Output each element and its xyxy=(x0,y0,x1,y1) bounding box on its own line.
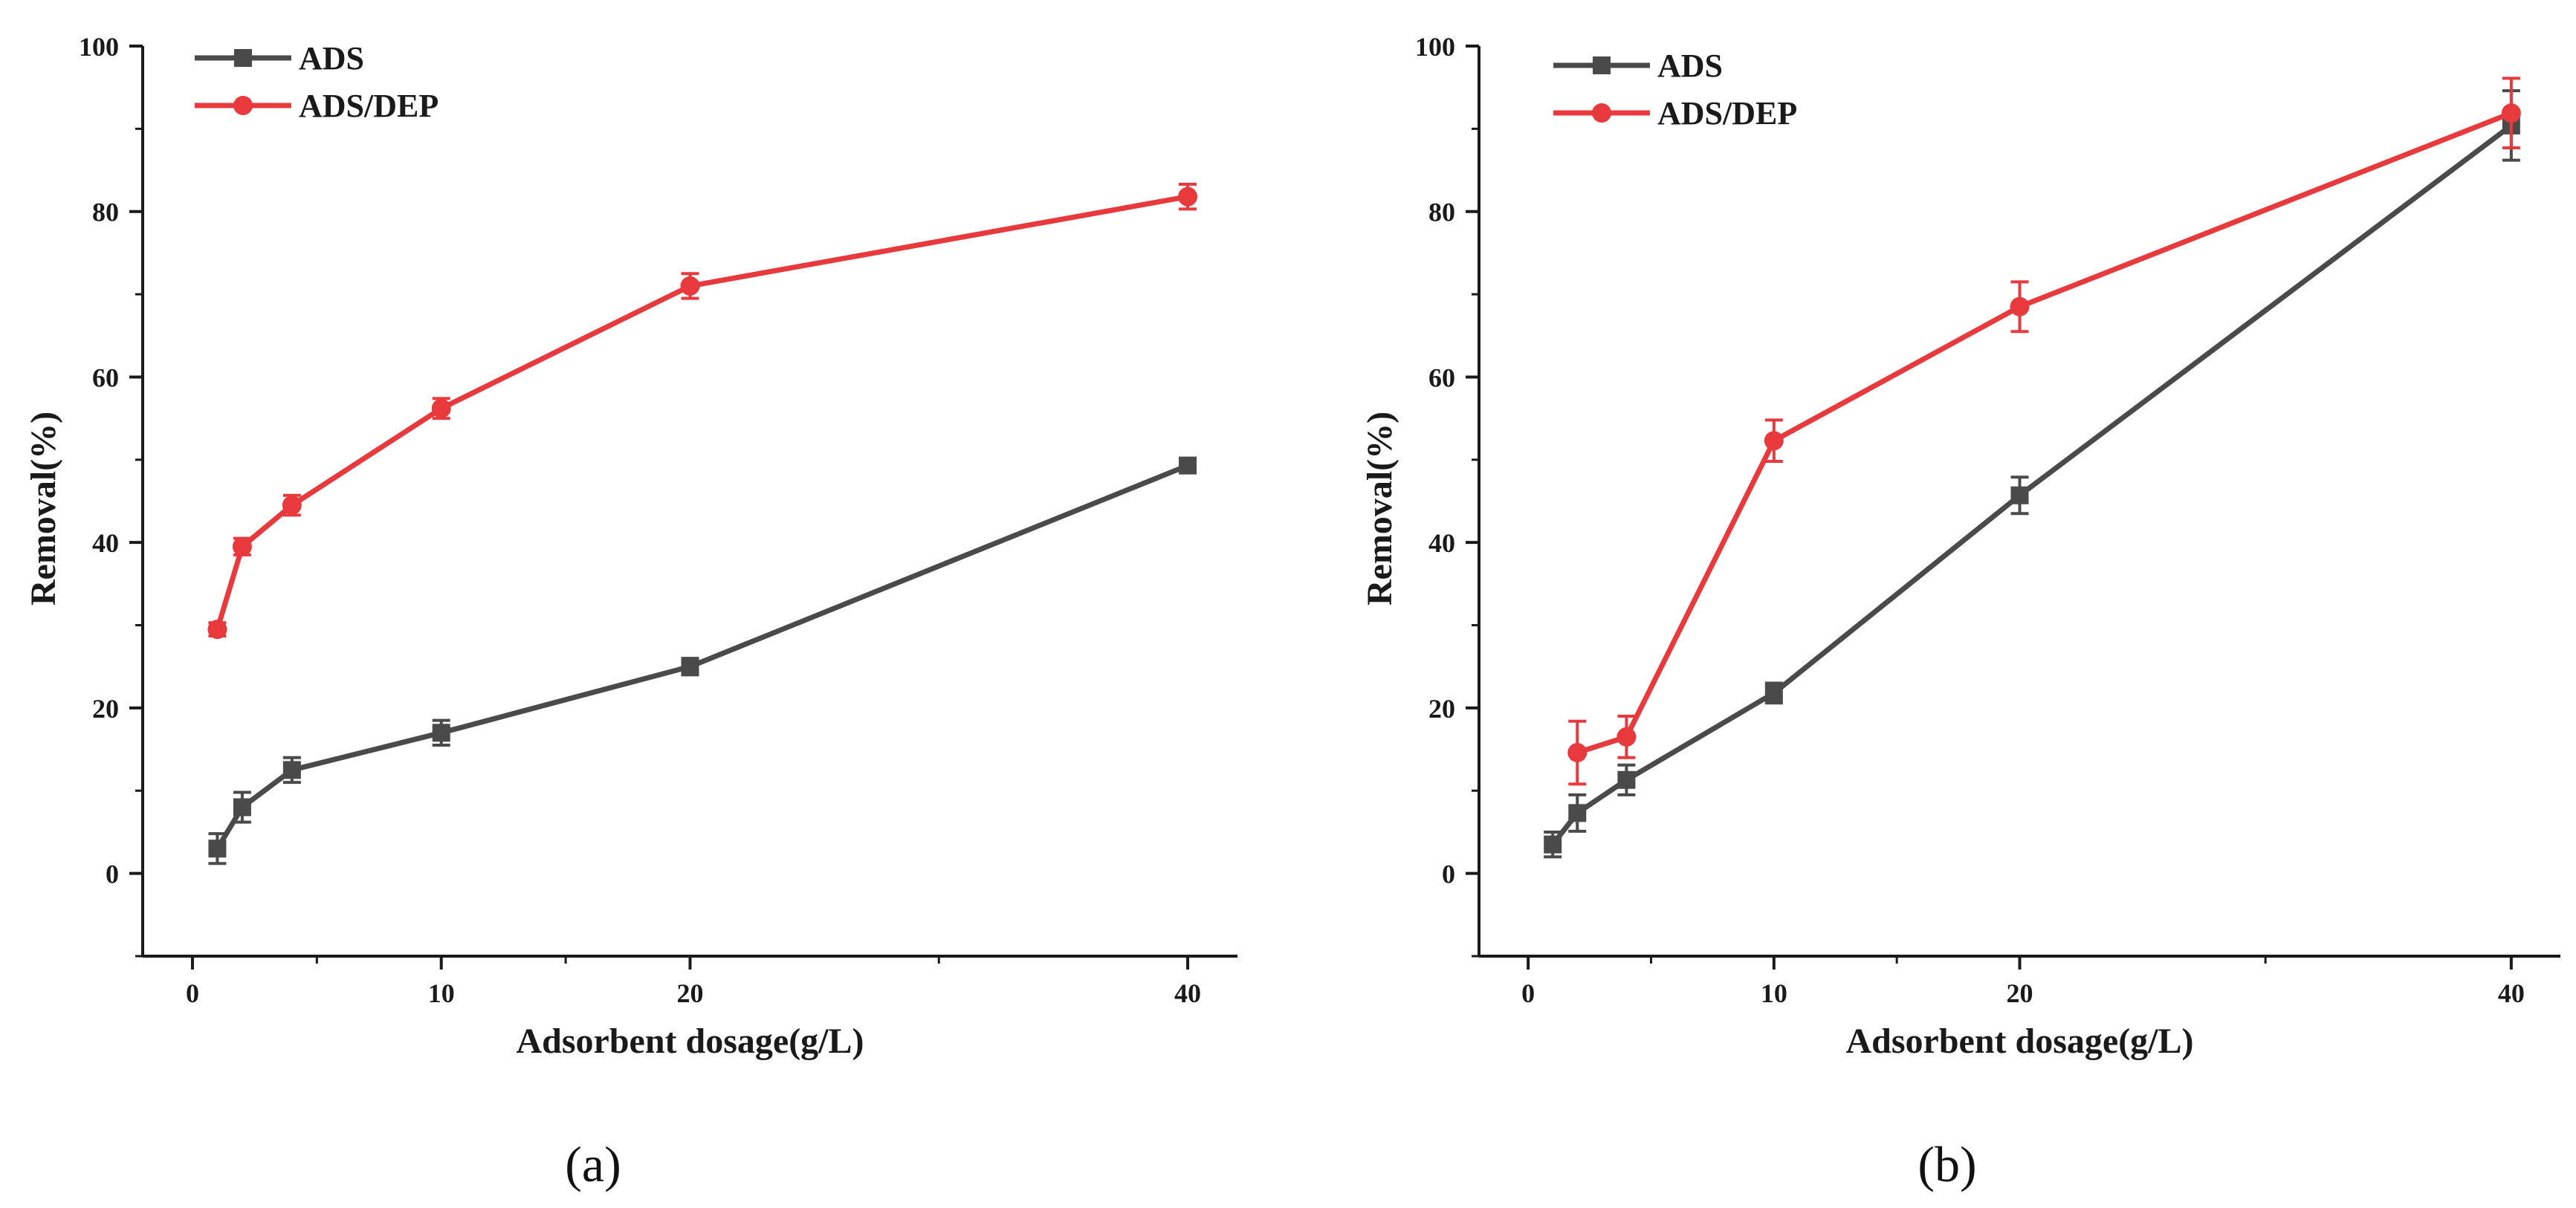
panel-label: (b) xyxy=(1918,1136,1976,1192)
series-line-ads-dep xyxy=(215,194,1188,631)
data-point-square xyxy=(2010,486,2029,504)
panel-label: (a) xyxy=(565,1136,621,1192)
y-tick-label: 100 xyxy=(79,32,119,62)
legend-label: ADS xyxy=(1657,48,1723,84)
x-tick-label: 0 xyxy=(1521,978,1535,1008)
data-point-square xyxy=(282,761,301,779)
chart-panel-a: 0 20 40 60 80 100 0 10 20 40 Adsorbent dosage(g/L)… xyxy=(24,32,1237,1192)
y-axis-title: Removal(%) xyxy=(1360,412,1399,605)
series-line-ads xyxy=(215,463,1189,851)
y-tick-label: 60 xyxy=(92,363,119,392)
y-tick-label: 40 xyxy=(92,528,119,558)
x-tick-label: 10 xyxy=(1761,978,1787,1008)
y-tick-label: 20 xyxy=(92,694,119,724)
legend-marker-square xyxy=(234,49,252,67)
chart-panel-b: 0 20 40 60 80 100 0 10 20 40 Adsorbent dosage(g/L)… xyxy=(1360,32,2560,1192)
x-tick-label: 0 xyxy=(186,978,199,1008)
legend-marker-square xyxy=(1593,56,1611,74)
data-point-square xyxy=(681,657,699,676)
x-axis-title: Adsorbent dosage(g/L) xyxy=(516,1022,864,1061)
data-point-circle xyxy=(2010,296,2030,316)
y-tick-label: 0 xyxy=(106,860,119,889)
data-point-circle xyxy=(1567,743,1588,763)
legend-label: ADS xyxy=(299,40,364,77)
y-axis-title: Removal(%) xyxy=(24,412,63,605)
data-point-circle xyxy=(1178,186,1198,207)
y-tick-label: 100 xyxy=(1415,32,1455,62)
y-tick-label: 0 xyxy=(1442,860,1455,889)
legend-marker-circle xyxy=(1592,103,1611,123)
legend-marker-circle xyxy=(233,96,253,115)
data-point-circle xyxy=(1617,727,1637,747)
data-point-square xyxy=(1568,804,1587,822)
y-tick-label: 40 xyxy=(1428,528,1455,558)
data-point-circle xyxy=(207,620,227,640)
data-point-circle xyxy=(680,276,700,296)
x-tick-label: 10 xyxy=(428,978,455,1008)
x-axis-title: Adsorbent dosage(g/L) xyxy=(1845,1022,2193,1061)
data-point-circle xyxy=(232,536,252,556)
data-point-square xyxy=(1544,835,1562,854)
series-line-ads-dep xyxy=(1576,110,2513,756)
data-point-square xyxy=(233,798,251,816)
x-tick-label: 20 xyxy=(677,978,704,1008)
y-tick-label: 80 xyxy=(92,198,119,227)
y-tick-label: 60 xyxy=(1428,363,1455,392)
x-tick-label: 40 xyxy=(2498,978,2525,1008)
legend-label: ADS/DEP xyxy=(299,88,438,124)
legend-label: ADS/DEP xyxy=(1657,95,1797,131)
x-tick-label: 40 xyxy=(1174,978,1201,1008)
data-point-circle xyxy=(1764,431,1784,451)
x-tick-label: 20 xyxy=(2007,978,2033,1008)
data-point-square xyxy=(208,840,227,858)
data-point-square xyxy=(1179,456,1197,475)
y-tick-label: 20 xyxy=(1428,694,1455,724)
data-point-square xyxy=(432,724,450,742)
data-point-square xyxy=(1617,770,1636,789)
data-point-circle xyxy=(282,496,302,516)
series-line-ads xyxy=(1550,123,2513,846)
data-point-circle xyxy=(431,398,451,418)
data-point-circle xyxy=(2501,103,2521,123)
y-tick-label: 80 xyxy=(1428,198,1455,227)
data-point-square xyxy=(1764,683,1783,702)
